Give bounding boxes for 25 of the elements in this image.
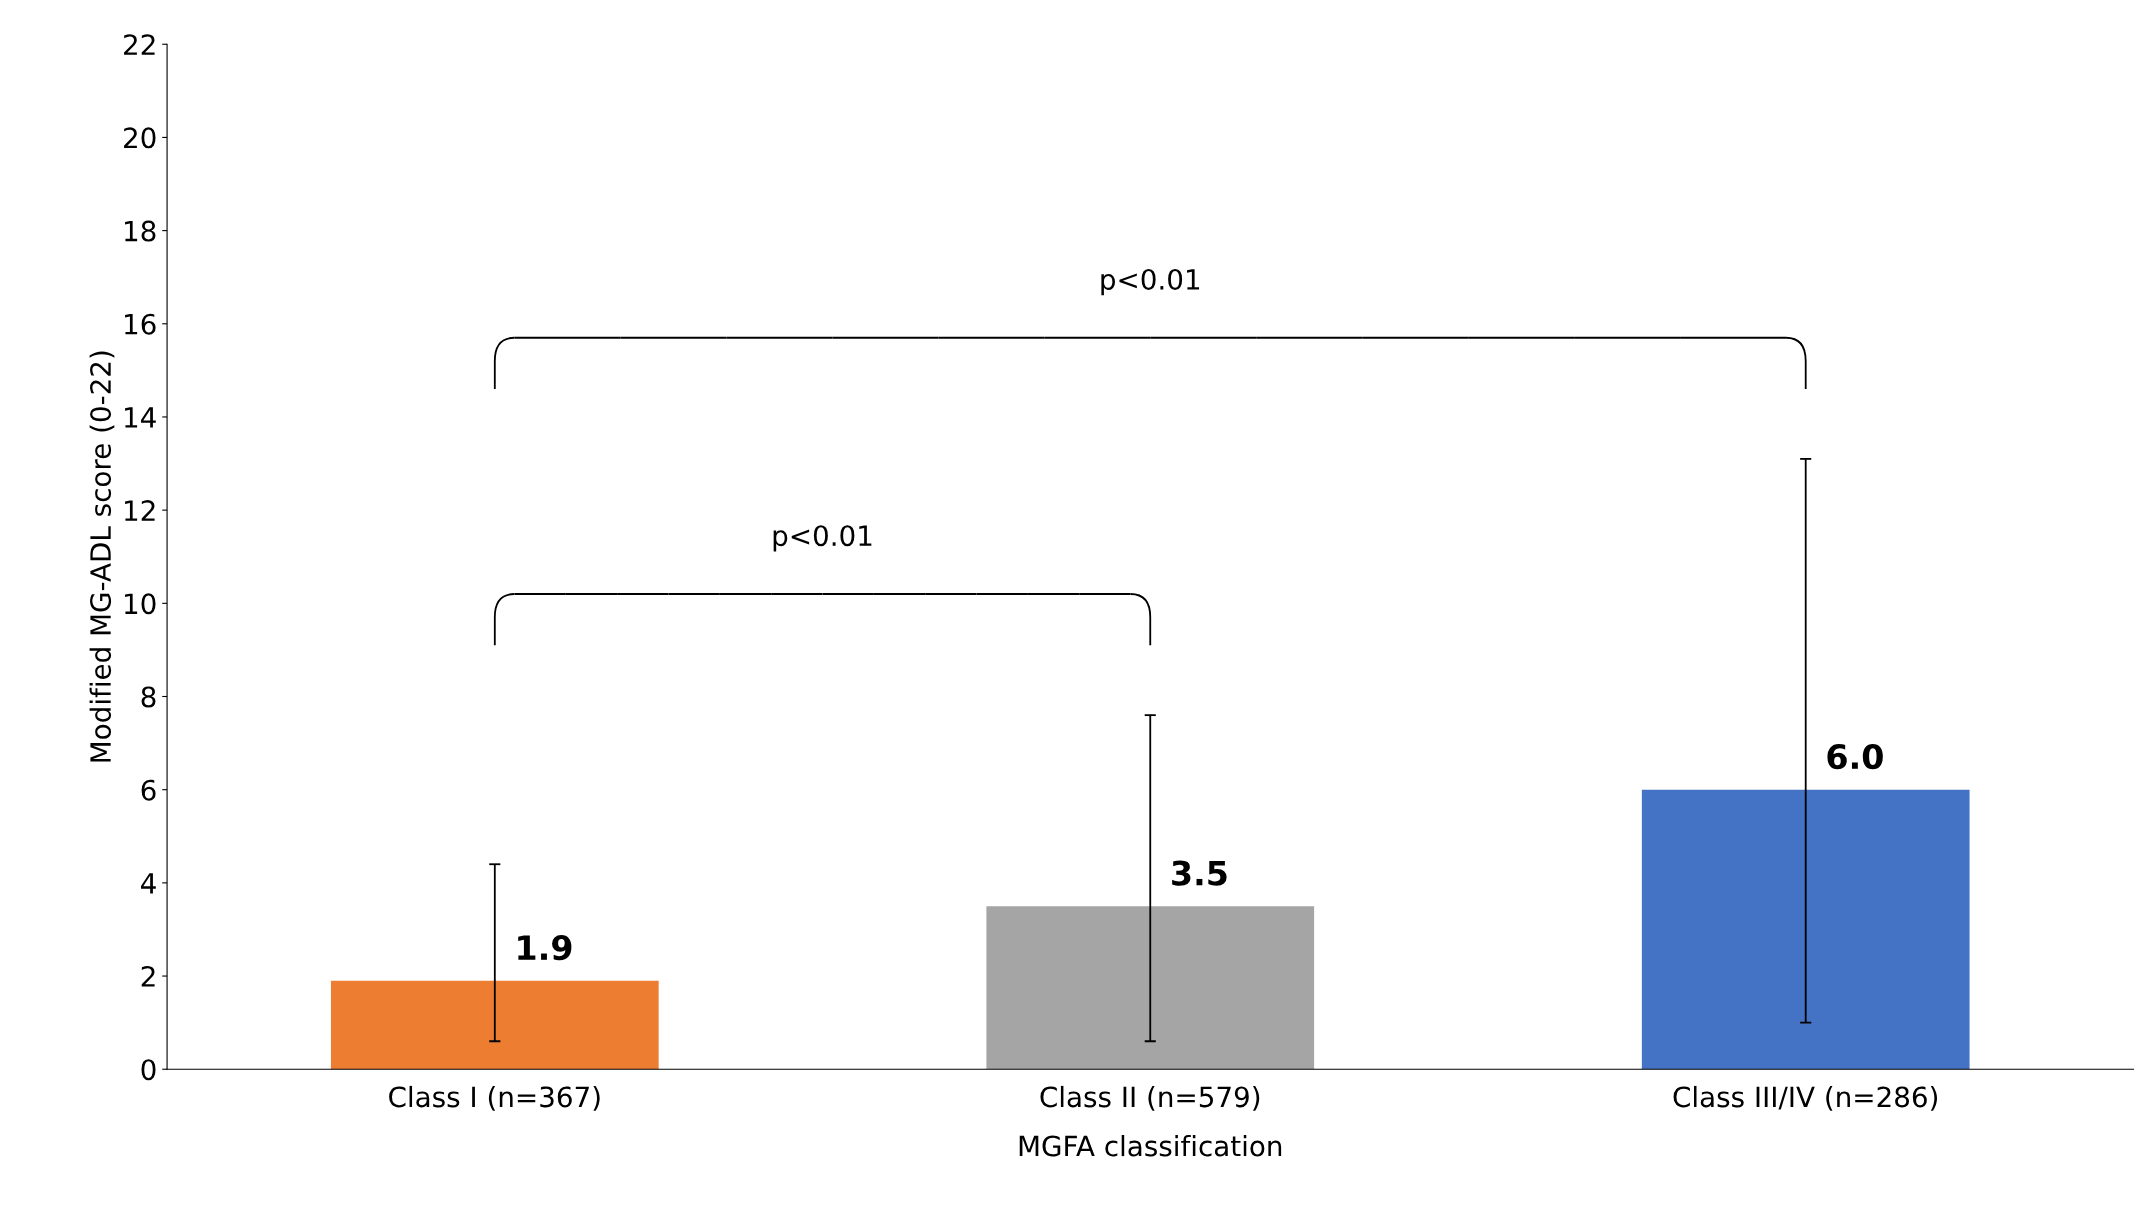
y-tick-label: 14 — [125, 407, 156, 428]
y-tick-label: 0 — [141, 1059, 156, 1081]
y-tick-label: 18 — [125, 220, 156, 242]
x-axis-title: MGFA classification — [1019, 1135, 1282, 1157]
bar — [986, 906, 1315, 1070]
annotation: p<0.01 — [773, 525, 872, 552]
bar — [1641, 789, 1970, 1070]
data-label: 1.9 — [518, 935, 572, 961]
y-tick-label: 22 — [124, 34, 155, 55]
y-tick-label: 16 — [125, 313, 156, 335]
y-tick-label: 8 — [141, 686, 156, 708]
y-tick-label: 2 — [141, 965, 155, 987]
x-tick-label: Class II (n=579) — [1040, 1085, 1260, 1111]
data-label: 3.5 — [1172, 860, 1227, 886]
y-tick-label: 6 — [141, 779, 156, 801]
y-tick-label: 10 — [125, 593, 156, 615]
y-tick-label: 12 — [125, 500, 155, 521]
y-tick-label: 20 — [124, 127, 156, 149]
y-axis-title: Modified MG-ADL score (0-22) — [89, 351, 115, 762]
x-tick-label: Class III/IV (n=286) — [1673, 1085, 1938, 1111]
annotation: p<0.01 — [1101, 268, 1200, 296]
data-label: 6.0 — [1827, 744, 1883, 770]
y-tick-label: 4 — [141, 873, 156, 894]
x-tick-label: Class I (n=367) — [389, 1085, 600, 1111]
bar — [330, 980, 659, 1070]
